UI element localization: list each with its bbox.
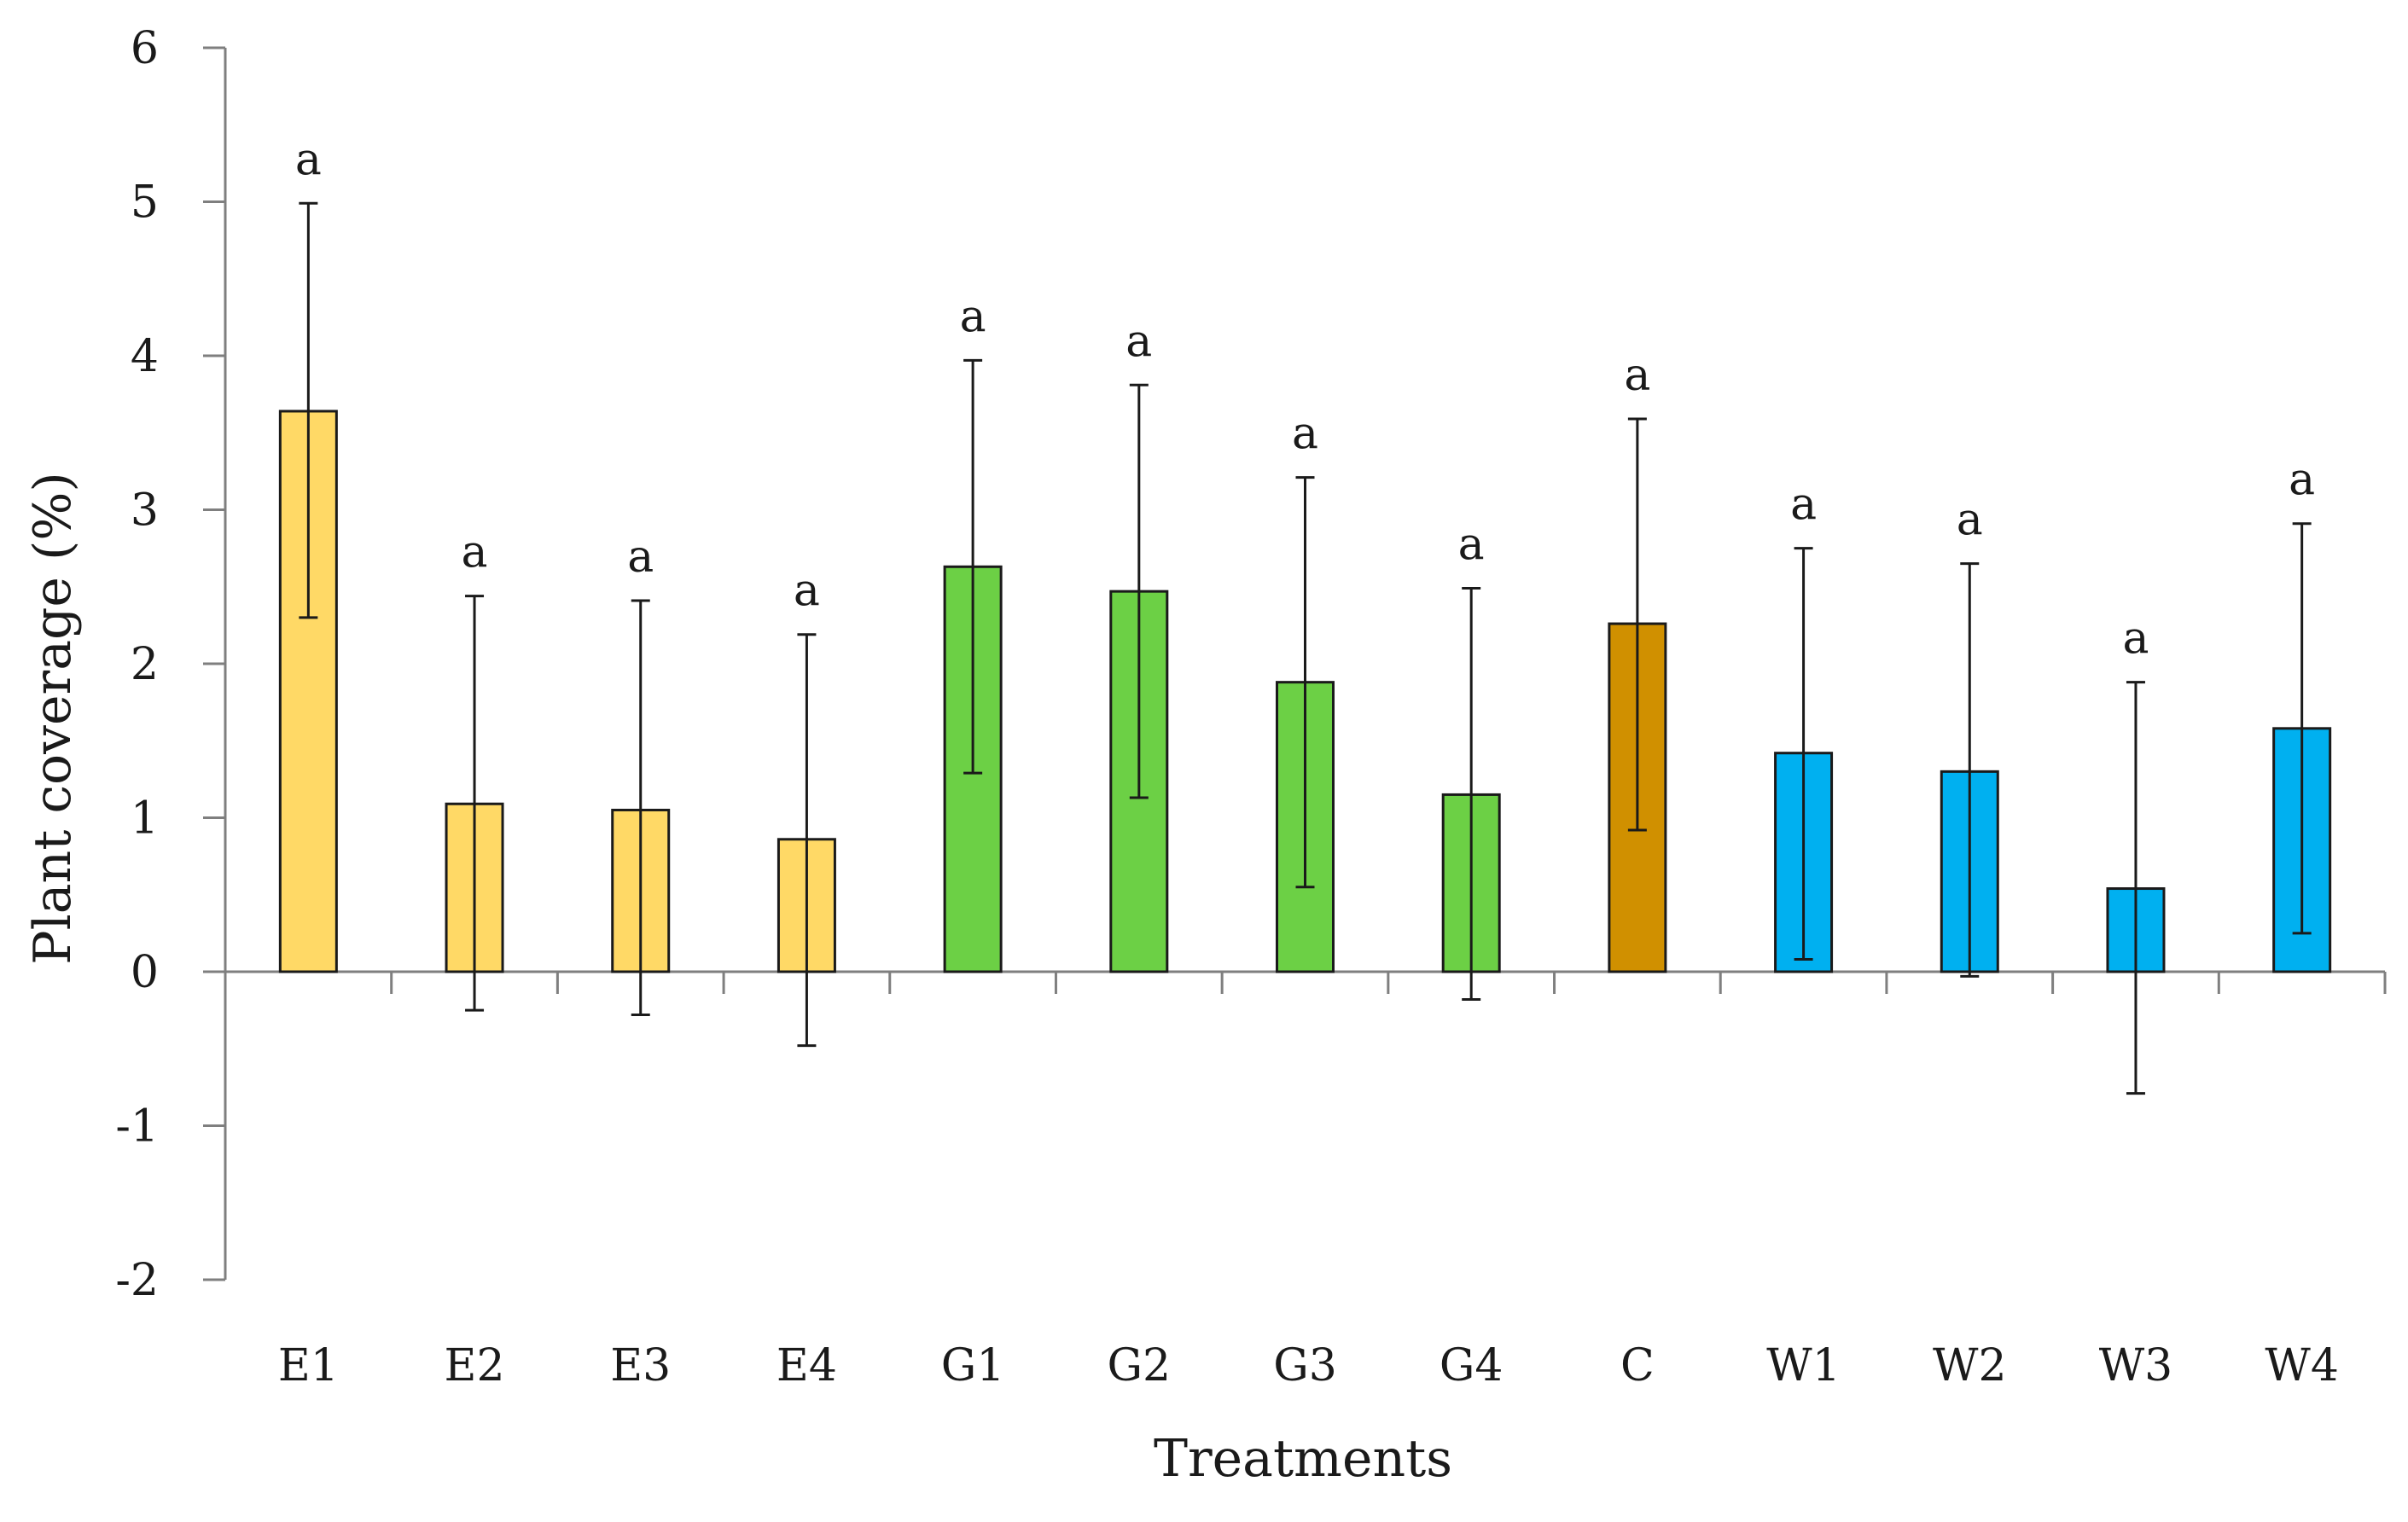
significance-label-g2: a [1125,316,1152,367]
significance-label-w3: a [2122,613,2149,665]
error-bar-g1 [963,358,983,775]
error-bar-w4 [2292,522,2312,935]
error-bar-w1 [1794,547,1813,961]
x-tick-label-g4: G4 [1440,1340,1504,1391]
x-tick-label-c: C [1620,1340,1655,1391]
x-tick-label-e3: E3 [610,1340,671,1391]
y-axis-title: Plant coverage (%) [23,472,83,965]
significance-label-w2: a [1957,495,1983,546]
error-bar-w2 [1960,562,1980,978]
significance-label-c: a [1624,350,1650,401]
significance-label-g4: a [1458,520,1485,571]
axes [203,46,2387,1281]
y-tick-label: 6 [131,23,159,74]
error-bars [299,201,2312,1095]
significance-label-e4: a [794,566,820,617]
error-bar-g4 [1462,587,1481,1001]
error-bar-e4 [797,633,817,1048]
significance-label-g3: a [1292,409,1318,460]
y-tick-label: -2 [115,1255,159,1306]
x-tick-label-e2: E2 [445,1340,505,1391]
x-tick-label-e4: E4 [776,1340,837,1391]
y-tick-label: 1 [131,793,159,845]
error-bar-g3 [1295,476,1315,889]
y-tick-label: -1 [115,1101,159,1153]
error-bar-e1 [299,201,318,619]
y-tick-label: 2 [131,639,159,690]
significance-label-e3: a [627,532,654,583]
error-bar-w3 [2126,681,2145,1095]
significance-label-g1: a [960,291,986,342]
y-tick-label: 4 [131,331,159,382]
x-axis-title: Treatments [1154,1429,1452,1489]
significance-label-e1: a [295,134,322,185]
x-tick-label-w4: W4 [2265,1340,2339,1391]
error-bar-e2 [465,595,485,1012]
x-tick-label-w2: W2 [1933,1340,2007,1391]
significance-label-e2: a [462,527,488,578]
x-tick-label-e1: E1 [278,1340,339,1391]
x-tick-label-w3: W3 [2099,1340,2173,1391]
error-bar-g2 [1129,383,1149,799]
y-tick-label: 5 [131,177,159,229]
significance-label-w1: a [1790,479,1817,531]
x-tick-label-g1: G1 [941,1340,1005,1391]
labels: 6 5 4 3 2 1 0 -1 -2 a E1 a E2 a E3 a E4 a G1 a G2 a G3 a G4 a Ca W1… [115,23,2339,1391]
error-bar-c [1627,417,1647,832]
significance-label-w4: a [2289,455,2315,506]
x-tick-label-g3: G3 [1273,1340,1337,1391]
x-tick-label-w1: W1 [1766,1340,1841,1391]
x-tick-label-g2: G2 [1107,1340,1171,1391]
y-tick-label: 0 [131,947,159,998]
error-bar-e3 [631,599,650,1017]
y-tick-label: 3 [131,485,159,537]
